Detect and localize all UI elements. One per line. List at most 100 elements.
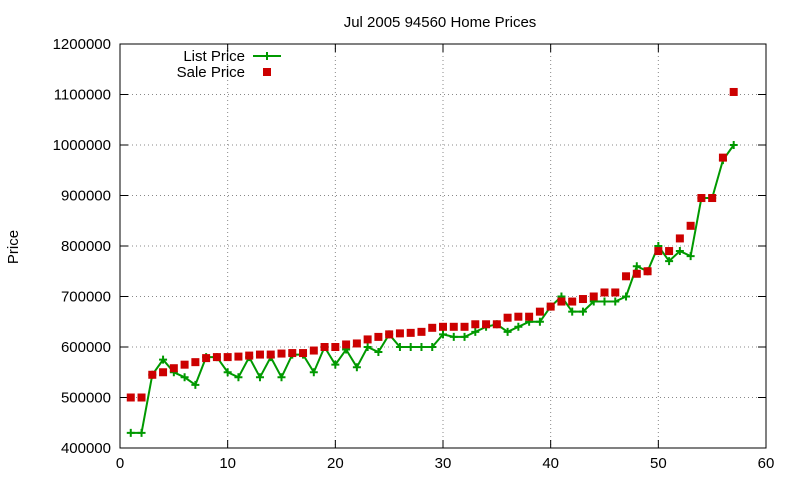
x-tick-label: 10 — [219, 455, 236, 472]
sale-price-point — [729, 87, 738, 96]
sale-price-point — [277, 349, 286, 358]
grid — [120, 44, 766, 448]
list-price-point — [611, 297, 620, 306]
sale-price-point — [255, 350, 264, 359]
sale-price-point — [697, 194, 706, 203]
y-tick-label: 1100000 — [54, 87, 111, 104]
sale-price-point — [202, 354, 211, 363]
sale-price-point — [535, 307, 544, 316]
sale-price-point — [320, 343, 329, 351]
list-price-point — [729, 141, 738, 149]
sale-price-point — [492, 320, 501, 329]
sale-price-point — [654, 247, 663, 256]
sale-price-point — [169, 364, 178, 373]
sale-price-point — [589, 292, 598, 301]
series-0 — [126, 141, 738, 437]
list-price-point — [622, 292, 631, 301]
x-tick-label: 50 — [650, 455, 667, 472]
sale-price-point — [568, 297, 577, 306]
list-price-point — [191, 380, 200, 389]
list-price-point — [180, 373, 189, 382]
sale-price-point — [428, 323, 437, 332]
list-price-point — [632, 262, 641, 271]
list-price-point — [309, 368, 318, 377]
legend-label-sale-price: Sale Price — [177, 64, 245, 81]
y-tick-label: 500000 — [61, 390, 111, 407]
sale-price-point — [309, 346, 318, 355]
sale-price-point — [686, 221, 695, 230]
series-1 — [126, 87, 738, 402]
y-tick-label: 600000 — [61, 339, 111, 356]
sale-price-point — [632, 269, 641, 278]
list-price-point — [675, 247, 684, 256]
x-tick-label: 20 — [327, 455, 344, 472]
list-price-point — [665, 257, 674, 266]
sale-price-point — [331, 343, 340, 351]
legend-marker-list-price — [263, 52, 271, 60]
list-price-point — [159, 355, 168, 364]
list-price-point — [277, 373, 286, 382]
sale-price-point — [439, 322, 447, 331]
sale-price-point — [234, 352, 243, 361]
sale-price-point — [665, 247, 674, 256]
sale-price-point — [503, 313, 512, 322]
sale-price-point — [611, 288, 620, 297]
list-price-point — [449, 332, 458, 341]
list-price-line — [130, 144, 735, 434]
list-price-point — [406, 343, 415, 351]
list-price-point — [568, 307, 577, 316]
sale-price-point — [342, 340, 351, 349]
sale-price-point — [406, 328, 415, 337]
list-price-point — [223, 368, 232, 377]
chart-title: Jul 2005 94560 Home Prices — [344, 14, 537, 31]
list-price-point — [578, 307, 587, 316]
sale-price-point — [245, 351, 254, 360]
list-price-point — [352, 363, 361, 372]
sale-price-point — [352, 339, 361, 348]
list-price-point — [331, 360, 340, 369]
sale-price-point — [148, 370, 157, 379]
sale-price-point — [578, 295, 587, 304]
list-price-point — [255, 373, 264, 382]
y-tick-label: 800000 — [61, 238, 111, 255]
list-price-point — [600, 297, 609, 306]
axis-ticks: 400000 500000 600000 700000 800000 900000 1000… — [53, 36, 775, 472]
legend: List Price Sale Price — [177, 48, 281, 81]
sale-price-point — [395, 329, 404, 338]
list-price-point — [417, 343, 426, 351]
sale-price-point — [675, 234, 684, 243]
sale-price-point — [514, 312, 523, 321]
sale-price-point — [622, 272, 631, 281]
list-price-point — [514, 322, 523, 331]
sale-price-point — [385, 330, 394, 339]
legend-marker-sale-price — [263, 68, 271, 76]
sale-price-point — [460, 322, 469, 331]
list-price-point — [234, 373, 243, 382]
sale-price-point — [546, 302, 555, 311]
sale-price-point — [718, 153, 727, 162]
series-layer — [126, 87, 738, 437]
list-price-point — [374, 348, 383, 357]
sale-price-point — [708, 194, 717, 203]
list-price-point — [428, 343, 437, 351]
sale-price-point — [191, 358, 200, 367]
x-tick-label: 60 — [758, 455, 775, 472]
y-tick-label: 700000 — [61, 289, 111, 306]
list-price-point — [126, 428, 135, 437]
list-price-point — [363, 343, 372, 351]
y-tick-label: 400000 — [61, 440, 111, 457]
sale-price-point — [643, 267, 652, 276]
list-price-point — [395, 343, 404, 351]
sale-price-point — [159, 368, 168, 377]
x-tick-label: 30 — [435, 455, 452, 472]
sale-price-point — [363, 335, 372, 344]
x-tick-label: 40 — [542, 455, 559, 472]
sale-price-point — [557, 297, 566, 306]
sale-price-point — [299, 349, 308, 358]
sale-price-point — [212, 353, 221, 362]
sale-price-point — [137, 393, 146, 402]
x-tick-label: 0 — [116, 455, 124, 472]
sale-price-point — [449, 322, 458, 331]
sale-price-point — [266, 350, 275, 359]
sale-price-point — [180, 360, 189, 369]
